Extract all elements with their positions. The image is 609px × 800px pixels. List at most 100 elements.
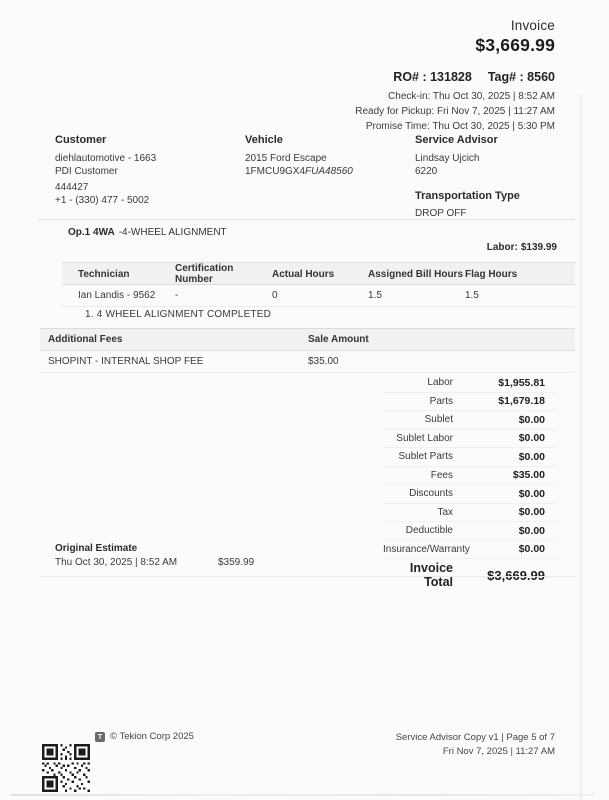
- vehicle-section: Vehicle 2015 Ford Escape 1FMCU9GX4FUA485…: [245, 134, 410, 179]
- technician-table-row: Ian Landis - 9562 - 0 1.5 1.5: [62, 285, 575, 307]
- operation-labor: Labor: $139.99: [487, 242, 557, 253]
- total-value: $0.00: [518, 506, 545, 519]
- invoice-total-value: $3,669.99: [487, 567, 545, 583]
- total-row-insurance-warranty: Insurance/Warranty $0.00: [383, 541, 555, 559]
- copy-version-text: Service Advisor Copy v1 | Page 5 of 7: [395, 732, 555, 743]
- total-label: Fees: [430, 469, 453, 481]
- vehicle-model: 2015 Ford Escape: [245, 152, 327, 164]
- service-advisor-name: Lindsay Ujcich: [415, 152, 480, 164]
- total-label: Labor: [427, 377, 453, 389]
- transportation-type-value: DROP OFF: [415, 208, 467, 219]
- original-estimate-heading: Original Estimate: [55, 543, 138, 554]
- invoice-total-row: Invoice Total $3,669.99: [383, 561, 555, 589]
- ready-for-pickup-time: Ready for Pickup: Fri Nov 7, 2025 | 11:2…: [355, 106, 555, 117]
- total-row-sublet: Sublet $0.00: [383, 411, 555, 430]
- printed-datetime: Fri Nov 7, 2025 | 11:27 AM: [442, 745, 555, 757]
- total-row-fees: Fees $35.00: [383, 467, 555, 485]
- invoice-total-label: Invoice Total: [409, 561, 453, 589]
- total-row-labor: Labor $1,955.81: [383, 374, 555, 393]
- additional-fees-header: Additional Fees Sale Amount: [40, 328, 575, 351]
- totals-summary: Labor $1,955.81 Parts $1,679.18 Sublet $…: [383, 374, 555, 589]
- total-value: $1,679.18: [498, 395, 545, 408]
- vehicle-vin: 1FMCU9GX4FUA48560: [245, 165, 410, 179]
- total-row-deductible: Deductible $0.00: [383, 522, 555, 541]
- invoice-header: Invoice $3,669.99 RO# : 131828 Tag# : 856…: [355, 18, 555, 132]
- scan-artifact-right: [580, 95, 582, 800]
- qr-code: [42, 744, 90, 792]
- total-label: Parts: [429, 395, 453, 407]
- col-additional-fees: Additional Fees: [48, 334, 123, 345]
- col-sale-amount: Sale Amount: [308, 334, 369, 345]
- additional-fees-row: SHOPINT - INTERNAL SHOP FEE $35.00: [40, 351, 575, 373]
- additional-fees-table: Additional Fees Sale Amount SHOPINT - IN…: [40, 328, 575, 373]
- section-divider: [38, 219, 575, 220]
- invoice-amount: $3,669.99: [475, 35, 555, 55]
- technician-table: Technician Certification Number Actual H…: [62, 262, 575, 307]
- service-advisor-section: Service Advisor Lindsay Ujcich 6220 Tran…: [415, 134, 575, 221]
- transportation-type-heading: Transportation Type: [415, 189, 520, 202]
- tag-number: Tag# : 8560: [487, 70, 555, 84]
- customer-type: PDI Customer: [55, 166, 118, 177]
- total-label: Deductible: [405, 525, 453, 537]
- total-label: Sublet: [424, 414, 453, 426]
- original-estimate-line: Thu Oct 30, 2025 | 8:52 AM $359.99: [55, 557, 335, 568]
- total-row-sublet-parts: Sublet Parts $0.00: [383, 448, 555, 467]
- labor-amount: $139.99: [520, 242, 557, 253]
- total-label: Insurance/Warranty: [383, 543, 470, 555]
- invoice-title: Invoice: [510, 18, 555, 33]
- customer-name: diehlautomotive - 1663: [55, 152, 157, 164]
- tekion-logo-icon: T: [95, 731, 105, 742]
- total-value: $0.00: [518, 524, 545, 537]
- promise-time: Promise Time: Thu Oct 30, 2025 | 5:30 PM: [365, 121, 555, 132]
- vin-prefix: 1FMCU9GX4: [245, 166, 306, 177]
- customer-section: Customer diehlautomotive - 1663 PDI Cust…: [55, 134, 235, 208]
- original-estimate: Original Estimate Thu Oct 30, 2025 | 8:5…: [55, 543, 335, 568]
- service-advisor-number: 6220: [415, 166, 438, 177]
- total-value: $0.00: [518, 543, 545, 556]
- technician-table-header: Technician Certification Number Actual H…: [62, 262, 575, 285]
- ro-number: RO# : 131828: [393, 70, 472, 84]
- service-advisor-heading: Service Advisor: [415, 134, 498, 146]
- cell-flag-hours: 1.5: [465, 290, 479, 301]
- total-label: Tax: [437, 506, 453, 518]
- operation-code: Op.1 4WA: [68, 227, 115, 238]
- total-value: $0.00: [518, 413, 545, 426]
- cell-technician: Ian Landis - 9562: [78, 290, 156, 301]
- operation-note: 1. 4 WHEEL ALIGNMENT COMPLETED: [85, 309, 272, 320]
- col-actual-hours: Actual Hours: [272, 268, 335, 280]
- col-technician: Technician: [78, 268, 130, 280]
- col-assigned-bill-hours: Assigned Bill Hours: [368, 268, 464, 280]
- cell-fee-name: SHOPINT - INTERNAL SHOP FEE: [48, 356, 204, 367]
- customer-phone: +1 - (330) 477 - 5002: [55, 195, 150, 206]
- footer-page-info: Service Advisor Copy v1 | Page 5 of 7 Fr…: [396, 731, 555, 758]
- operation-title: Op.1 4WA -4-WHEEL ALIGNMENT: [68, 227, 227, 238]
- total-value: $0.00: [518, 432, 545, 445]
- vin-suffix: FUA48560: [305, 166, 353, 177]
- footer-divider: [40, 576, 575, 577]
- customer-heading: Customer: [55, 134, 107, 146]
- total-row-discounts: Discounts $0.00: [383, 485, 555, 504]
- total-value: $1,955.81: [498, 376, 545, 389]
- total-row-tax: Tax $0.00: [383, 504, 555, 522]
- total-row-sublet-labor: Sublet Labor $0.00: [383, 430, 555, 448]
- total-label: Sublet Parts: [398, 451, 453, 463]
- col-flag-hours: Flag Hours: [465, 268, 518, 280]
- total-value: $0.00: [518, 487, 545, 500]
- footer-copyright-line: T © Tekion Corp 2025: [95, 731, 194, 742]
- cell-certification-number: -: [175, 290, 179, 301]
- original-estimate-amount: $359.99: [218, 557, 255, 568]
- total-value: $0.00: [518, 450, 545, 463]
- cell-fee-amount: $35.00: [308, 356, 339, 367]
- checkin-time: Check-in: Thu Oct 30, 2025 | 8:52 AM: [388, 91, 555, 102]
- total-value: $35.00: [512, 469, 545, 482]
- cell-assigned-bill-hours: 1.5: [368, 290, 382, 301]
- total-label: Discounts: [409, 488, 453, 500]
- customer-number: 444427: [55, 181, 89, 193]
- cell-actual-hours: 0: [272, 290, 278, 301]
- labor-label: Labor:: [486, 242, 518, 253]
- col-certification-number: Certification Number: [175, 263, 234, 285]
- ro-tag-line: RO# : 131828 Tag# : 8560: [355, 70, 555, 84]
- vehicle-heading: Vehicle: [245, 134, 283, 146]
- total-label: Sublet Labor: [396, 432, 453, 444]
